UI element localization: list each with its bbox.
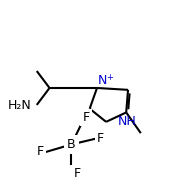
Text: NH: NH [117, 115, 136, 128]
Text: B: B [67, 138, 76, 151]
Text: +: + [106, 73, 113, 82]
Text: F: F [37, 146, 44, 159]
Text: H₂N: H₂N [7, 99, 31, 112]
Text: F: F [82, 111, 89, 124]
Text: F: F [73, 167, 80, 180]
Text: N: N [98, 74, 107, 87]
Text: F: F [97, 132, 104, 145]
